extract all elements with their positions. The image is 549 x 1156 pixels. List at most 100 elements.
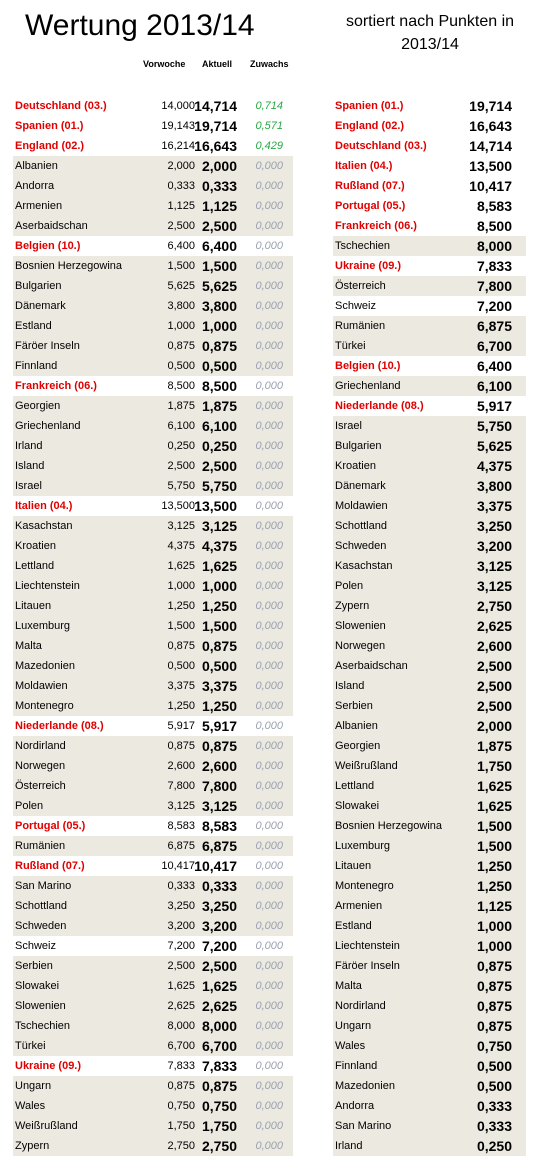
ranking-row: Rußland (07.) 10,417 — [333, 176, 526, 196]
country-name: Island — [15, 460, 45, 472]
ranking-row: Kasachstan 3,125 — [333, 556, 526, 576]
country-name: Litauen — [335, 860, 372, 872]
vorwoche-value: 16,214 — [161, 140, 195, 152]
aktuell-value: 1,000 — [201, 318, 237, 334]
aktuell-value: 16,643 — [194, 138, 237, 154]
points-value: 1,875 — [476, 738, 512, 754]
table-row: Portugal (05.) 8,583 8,583 0,000 — [13, 816, 293, 836]
country-name: Schweden — [335, 540, 387, 552]
table-row: Weißrußland 1,750 1,750 0,000 — [13, 1116, 293, 1136]
ranking-row: Montenegro 1,250 — [333, 876, 526, 896]
vorwoche-value: 2,000 — [167, 160, 195, 172]
vorwoche-value: 1,500 — [167, 260, 195, 272]
table-row: Israel 5,750 5,750 0,000 — [13, 476, 293, 496]
points-value: 2,500 — [476, 658, 512, 674]
country-name: Griechenland — [335, 380, 401, 392]
aktuell-value: 3,800 — [201, 298, 237, 314]
vorwoche-value: 5,750 — [167, 480, 195, 492]
points-value: 1,625 — [476, 778, 512, 794]
zuwachs-value: 0,000 — [255, 500, 283, 512]
country-name: Georgien — [335, 740, 381, 752]
country-name: Estland — [335, 920, 372, 932]
country-name: Kroatien — [335, 460, 376, 472]
ranking-row: Armenien 1,125 — [333, 896, 526, 916]
vorwoche-value: 3,800 — [167, 300, 195, 312]
ranking-row: Liechtenstein 1,000 — [333, 936, 526, 956]
ranking-row: Estland 1,000 — [333, 916, 526, 936]
vorwoche-value: 1,000 — [167, 580, 195, 592]
country-name: Belgien (10.) — [15, 240, 81, 252]
aktuell-value: 1,625 — [201, 558, 237, 574]
vorwoche-value: 8,000 — [167, 1020, 195, 1032]
vorwoche-value: 8,583 — [167, 820, 195, 832]
zuwachs-value: 0,000 — [255, 400, 283, 412]
aktuell-value: 8,583 — [201, 818, 237, 834]
table-row: Aserbaidschan 2,500 2,500 0,000 — [13, 216, 293, 236]
table-row: Slowenien 2,625 2,625 0,000 — [13, 996, 293, 1016]
aktuell-value: 2,500 — [201, 218, 237, 234]
country-name: Rußland (07.) — [335, 180, 405, 192]
points-value: 0,333 — [476, 1118, 512, 1134]
points-value: 5,750 — [476, 418, 512, 434]
zuwachs-value: 0,000 — [255, 280, 283, 292]
vorwoche-value: 2,500 — [167, 460, 195, 472]
vorwoche-value: 5,917 — [167, 720, 195, 732]
vorwoche-value: 2,500 — [167, 220, 195, 232]
country-name: Polen — [15, 800, 44, 812]
country-name: Dänemark — [335, 480, 386, 492]
country-name: Kasachstan — [15, 520, 73, 532]
ranking-row: Norwegen 2,600 — [333, 636, 526, 656]
points-value: 6,100 — [476, 378, 512, 394]
ranking-row: Dänemark 3,800 — [333, 476, 526, 496]
country-name: Kasachstan — [335, 560, 393, 572]
aktuell-value: 2,000 — [201, 158, 237, 174]
country-name: England (02.) — [15, 140, 85, 152]
country-name: Dänemark — [15, 300, 66, 312]
header-aktuell: Aktuell — [202, 59, 233, 69]
vorwoche-value: 3,375 — [167, 680, 195, 692]
zuwachs-value: 0,000 — [255, 940, 283, 952]
ranking-row: Ungarn 0,875 — [333, 1016, 526, 1036]
country-name: Aserbaidschan — [15, 220, 88, 232]
country-name: Ukraine (09.) — [335, 260, 402, 272]
country-name: Armenien — [15, 200, 63, 212]
points-value: 5,917 — [476, 398, 512, 414]
points-value: 8,583 — [476, 198, 512, 214]
country-name: Türkei — [15, 1040, 46, 1052]
table-row: Schottland 3,250 3,250 0,000 — [13, 896, 293, 916]
ranking-row: Österreich 7,800 — [333, 276, 526, 296]
aktuell-value: 6,875 — [201, 838, 237, 854]
table-row: Norwegen 2,600 2,600 0,000 — [13, 756, 293, 776]
aktuell-value: 6,100 — [201, 418, 237, 434]
country-name: Bulgarien — [335, 440, 382, 452]
points-value: 0,500 — [476, 1078, 512, 1094]
aktuell-value: 5,917 — [201, 718, 237, 734]
country-name: Weißrußland — [335, 760, 398, 772]
country-name: Mazedonien — [335, 1080, 395, 1092]
aktuell-value: 0,333 — [201, 878, 237, 894]
points-value: 13,500 — [469, 158, 512, 174]
vorwoche-value: 7,800 — [167, 780, 195, 792]
zuwachs-value: 0,000 — [255, 1060, 283, 1072]
vorwoche-value: 6,400 — [167, 240, 195, 252]
zuwachs-value: 0,000 — [255, 1040, 283, 1052]
aktuell-value: 3,125 — [201, 518, 237, 534]
zuwachs-value: 0,000 — [255, 240, 283, 252]
table-row: Malta 0,875 0,875 0,000 — [13, 636, 293, 656]
aktuell-value: 1,500 — [201, 258, 237, 274]
aktuell-value: 0,875 — [201, 738, 237, 754]
points-value: 1,000 — [476, 918, 512, 934]
aktuell-value: 4,375 — [201, 538, 237, 554]
aktuell-value: 2,500 — [201, 958, 237, 974]
aktuell-value: 3,375 — [201, 678, 237, 694]
vorwoche-value: 0,250 — [167, 440, 195, 452]
ranking-row: Spanien (01.) 19,714 — [333, 96, 526, 116]
table-row: Luxemburg 1,500 1,500 0,000 — [13, 616, 293, 636]
ranking-row: Ukraine (09.) 7,833 — [333, 256, 526, 276]
points-value: 7,200 — [476, 298, 512, 314]
aktuell-value: 1,250 — [201, 598, 237, 614]
country-name: Niederlande (08.) — [15, 720, 104, 732]
points-value: 1,125 — [476, 898, 512, 914]
points-value: 6,700 — [476, 338, 512, 354]
country-name: Litauen — [15, 600, 52, 612]
